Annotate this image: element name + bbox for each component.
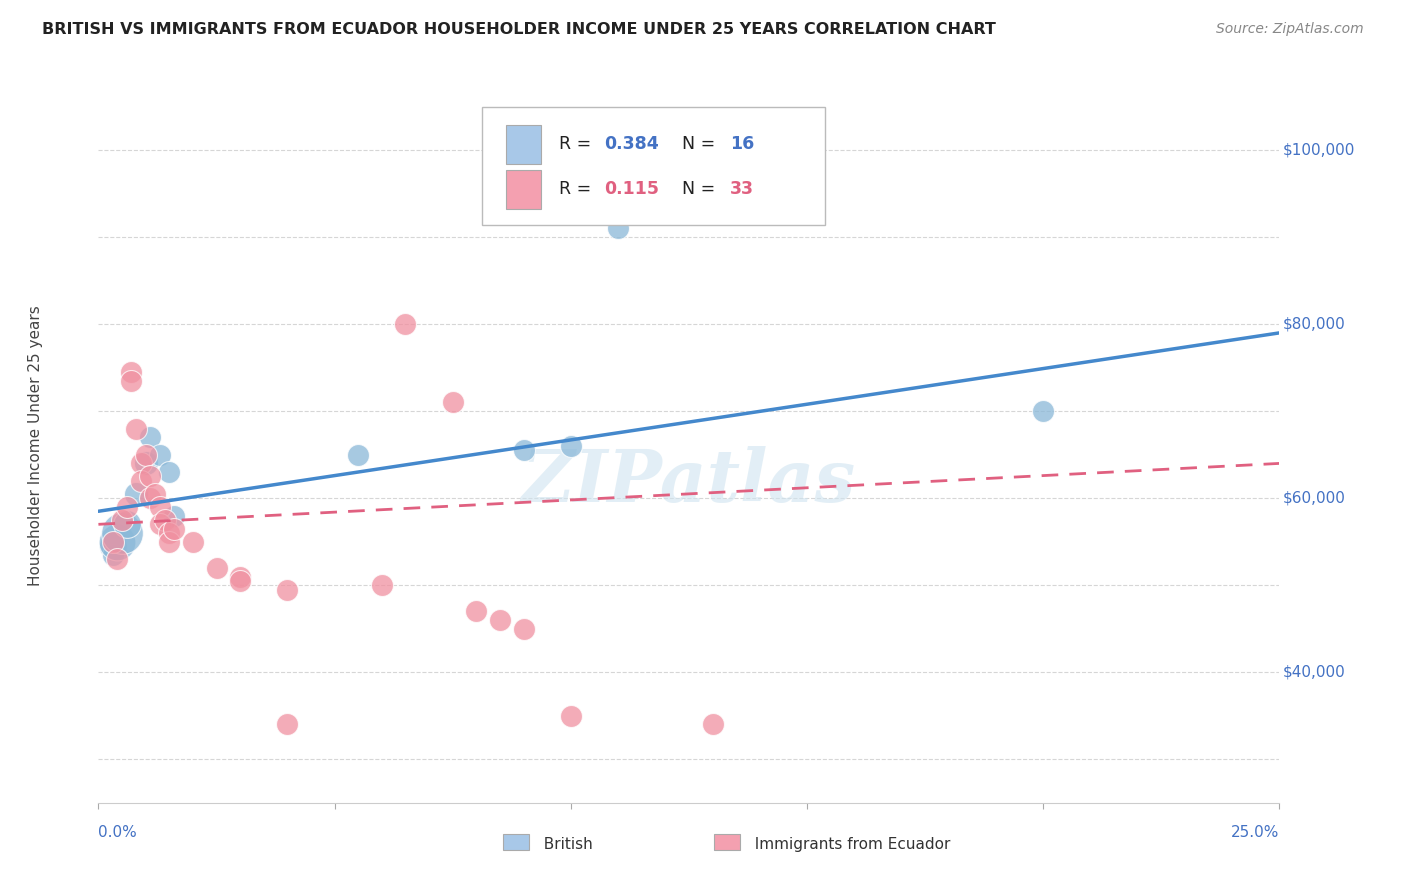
Text: $60,000: $60,000 [1282,491,1346,506]
Text: BRITISH VS IMMIGRANTS FROM ECUADOR HOUSEHOLDER INCOME UNDER 25 YEARS CORRELATION: BRITISH VS IMMIGRANTS FROM ECUADOR HOUSE… [42,22,995,37]
Point [157,526,180,541]
Text: Immigrants from Ecuador: Immigrants from Ecuador [745,838,950,852]
Text: 0.384: 0.384 [605,136,658,153]
Point [229,569,252,583]
Point [125,421,148,435]
Point [229,574,252,588]
Text: British: British [534,838,593,852]
Point [276,582,298,597]
Text: 25.0%: 25.0% [1232,825,1279,840]
Point [153,513,176,527]
Point [139,469,162,483]
Point [101,548,124,562]
Text: Source: ZipAtlas.com: Source: ZipAtlas.com [1216,22,1364,37]
Point [1032,404,1054,418]
Text: R =: R = [560,180,602,198]
Point [105,552,128,566]
Point [347,448,370,462]
Point [560,708,582,723]
Text: Householder Income Under 25 years: Householder Income Under 25 years [28,306,42,586]
Point [121,365,143,379]
Point [163,522,186,536]
Point [111,526,134,541]
Point [441,395,464,409]
Point [129,457,152,471]
Text: 0.0%: 0.0% [98,825,138,840]
Point [512,443,534,458]
Point [149,517,172,532]
Text: N =: N = [671,180,721,198]
Point [121,374,143,388]
Point [139,430,162,444]
FancyBboxPatch shape [482,107,825,225]
Point [181,534,204,549]
Point [276,717,298,731]
Point [101,539,124,553]
Text: 0.115: 0.115 [605,180,659,198]
Text: $80,000: $80,000 [1282,317,1346,332]
Text: 16: 16 [730,136,755,153]
Point [101,534,124,549]
Point [115,500,138,514]
Point [149,448,172,462]
Text: ZIPatlas: ZIPatlas [522,446,856,517]
Text: N =: N = [671,136,721,153]
Point [163,508,186,523]
FancyBboxPatch shape [506,169,541,209]
Point [157,534,180,549]
Point [465,604,488,618]
Point [135,457,157,471]
Point [560,439,582,453]
Point [149,500,172,514]
FancyBboxPatch shape [506,125,541,164]
Point [129,474,152,488]
Point [115,517,138,532]
Point [143,487,166,501]
Point [607,221,630,235]
Text: R =: R = [560,136,596,153]
Point [111,513,134,527]
Point [139,491,162,506]
Point [489,613,512,627]
Point [205,561,228,575]
Point [371,578,394,592]
Point [394,317,416,331]
Text: $40,000: $40,000 [1282,665,1346,680]
Point [702,717,724,731]
Text: 33: 33 [730,180,754,198]
Point [157,465,180,479]
Point [125,487,148,501]
Point [105,534,128,549]
Point [512,622,534,636]
Text: $100,000: $100,000 [1282,143,1354,158]
Point [135,448,157,462]
